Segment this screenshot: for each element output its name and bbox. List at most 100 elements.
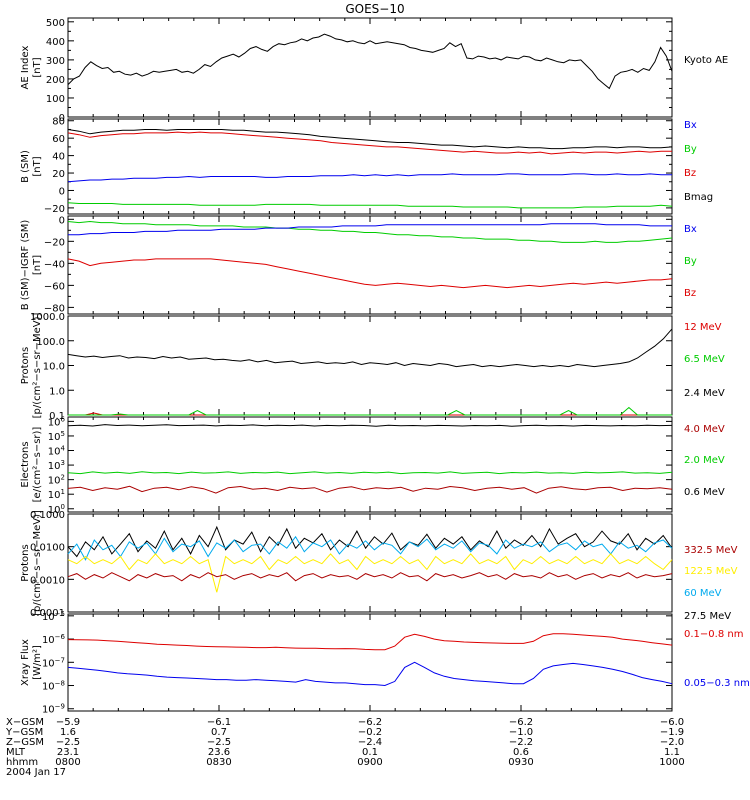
series-line-bz [67,131,672,155]
series-line-6-5-mev [68,406,672,416]
y-tick-label: −20 [44,237,65,248]
y-tick-label: 40 [52,152,65,163]
legend-entry: Bz [684,288,696,299]
y-tick-label: 10−7 [42,656,65,669]
x-column-value: −0.2 [358,727,382,738]
series-line-2-0-mev [67,471,673,475]
y-tick-label-base: 10 [42,682,55,693]
panel-1: 500 400 300 200 100 0 AE Index [nT] Kyoto AE [20,17,728,124]
x-column-value: 0830 [206,757,231,768]
y-axis-title: Protons [20,347,31,384]
y-axis-title: [p/(cm²−s−sr−MeV)] [32,510,43,616]
panel-6: 0.1000 0.0100 0.0010 0.0001 Protons [p/(cm²−s… [20,510,738,622]
legend-entry: 0.05−0.3 nm [684,678,750,689]
y-tick-label: 0 [59,186,65,197]
panel-frame [67,17,673,118]
x-column-value: 1.1 [664,747,680,758]
y-tick-label-exponent: 0 [61,503,65,511]
panel-3: 0 −20 −40 −60 −80 B (SM)−IGRF (SM) [nT] Bx By Bz [20,215,697,315]
y-tick-label: 0.0010 [30,575,65,586]
x-row-label: X−GSM [6,717,44,728]
legend-entry: 2.4 MeV [684,388,725,399]
y-tick-label: −40 [44,259,65,270]
x-column-value: −6.1 [207,717,231,728]
y-tick-label-base: 10 [48,432,61,443]
plot-title: GOES−10 [345,2,404,16]
legend-entry: 27.5 MeV [684,611,731,622]
legend-entry: 60 MeV [684,588,722,599]
y-axis-title: Protons [20,544,31,581]
y-tick-label: 0.0100 [30,543,65,554]
series-line-bmag [67,129,673,150]
series-line-bz [67,258,673,289]
y-axis-title: [nT] [32,156,43,176]
x-column-value: −1.0 [509,727,533,738]
series-line-by [67,220,673,243]
legend-entry: Kyoto AE [684,55,728,66]
y-tick-label: 106 [48,415,66,428]
series-line-bx [67,173,672,183]
y-tick-label: 200 [46,75,65,86]
y-tick-label-exponent: −8 [55,680,65,688]
x-row-label: Z−GSM [6,737,44,748]
legend-entry: 12 MeV [684,322,722,333]
panel-4: 1000.0 100.0 10.0 1.0 0.1 Protons [p/(cm²−s−sr… [20,312,725,422]
legend-entry: Bmag [684,192,713,203]
series-line-60-mev [67,535,673,561]
legend-entry: By [684,256,697,267]
y-axis-title: [p/(cm²−s−sr−MeV)] [32,312,43,418]
y-tick-label: 300 [46,56,65,67]
y-tick-label: −20 [44,204,65,215]
y-tick-label-base: 10 [48,447,61,458]
x-column-value: 0900 [357,757,382,768]
series-line-4-0-mev [67,485,673,494]
legend-entry: 122.5 MeV [684,566,738,577]
legend-entry: By [684,144,697,155]
y-tick-label-exponent: 4 [61,445,66,453]
x-column-value: 0.7 [211,727,227,738]
panel-2: 80 60 40 20 0 −20 B (SM) [nT] Bx By Bz Bmag [20,117,713,215]
y-tick-label-exponent: 6 [61,415,66,423]
y-tick-label: 103 [48,459,65,472]
y-axis-title: [e/(cm²−s−sr)] [32,427,43,503]
x-row-label: MLT [6,747,26,758]
y-tick-label: 10−5 [42,610,65,623]
x-column-value: −2.5 [56,737,80,748]
x-column-value: 0930 [508,757,533,768]
y-tick-label-exponent: −9 [55,703,65,711]
legend-entry: 6.5 MeV [684,354,725,365]
y-tick-label-base: 10 [48,505,61,516]
y-tick-label: 1.0 [49,386,65,397]
y-tick-label-exponent: −5 [55,610,65,618]
y-tick-label: 0.1000 [30,510,65,521]
y-tick-label-exponent: 1 [61,488,65,496]
y-axis-title: B (SM) [20,150,31,183]
x-column-value: 0.1 [362,747,378,758]
series-line-122-5-mev [67,553,673,593]
y-tick-label-base: 10 [42,705,55,716]
y-tick-label: 1000.0 [30,312,65,323]
panel-frame [67,613,673,712]
legend-entry: Bx [684,120,697,131]
x-column-value: 23.6 [208,747,230,758]
y-tick-label: 100.0 [36,337,65,348]
y-tick-label: 20 [52,169,65,180]
y-tick-label: 0.1 [49,411,65,422]
y-tick-label: 10.0 [43,362,65,373]
legend-entry: 2.0 MeV [684,455,725,466]
x-column-value: 1.6 [60,727,76,738]
y-tick-label: 500 [46,18,65,29]
x-column-value: −2.2 [509,737,533,748]
y-tick-label: 10−8 [42,680,65,693]
y-tick-label: −60 [44,281,65,292]
legend-entry: Bz [684,168,696,179]
series-line-by [67,202,673,209]
y-tick-label: 100 [48,503,65,516]
series-line-bx [68,223,672,236]
y-tick-label-exponent: 3 [61,459,65,467]
x-column-value: 0.6 [513,747,529,758]
x-column-value: −2.0 [660,737,684,748]
y-tick-label-base: 10 [48,461,61,472]
